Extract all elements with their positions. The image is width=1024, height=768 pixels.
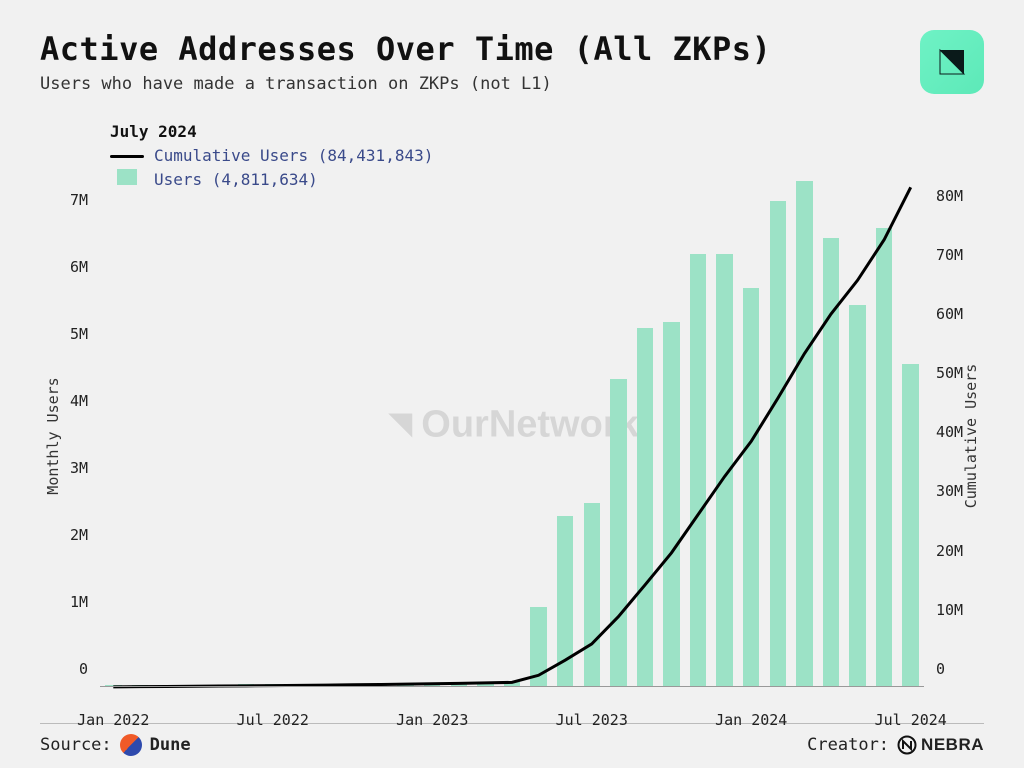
- y-right-tick: 20M: [936, 542, 963, 560]
- x-tick: Jan 2022: [77, 711, 149, 729]
- chart-subtitle: Users who have made a transaction on ZKP…: [40, 74, 771, 94]
- legend-line-label: Cumulative Users (84,431,843): [154, 144, 433, 168]
- x-tick: Jul 2023: [556, 711, 628, 729]
- y-left-tick: 4M: [70, 392, 88, 410]
- nebra-icon: [897, 735, 917, 755]
- brand-logo-badge: [920, 30, 984, 94]
- y-right-tick: 50M: [936, 364, 963, 382]
- y-right-tick: 0: [936, 660, 945, 678]
- y-right-tick: 60M: [936, 305, 963, 323]
- chart-footer: Source: Dune Creator: NEBRA: [40, 723, 984, 756]
- y-left-tick: 1M: [70, 593, 88, 611]
- y-right-tick: 40M: [936, 423, 963, 441]
- creator-brand: NEBRA: [897, 735, 984, 755]
- brand-logo-icon: [935, 45, 969, 79]
- y-left-tick: 3M: [70, 459, 88, 477]
- chart-legend: July 2024 Cumulative Users (84,431,843) …: [110, 120, 433, 192]
- chart-area: July 2024 Cumulative Users (84,431,843) …: [40, 120, 984, 723]
- legend-bar-label: Users (4,811,634): [154, 168, 318, 192]
- y-axis-left-label: Monthly Users: [44, 377, 62, 494]
- y-left-tick: 6M: [70, 258, 88, 276]
- x-tick: Jan 2023: [396, 711, 468, 729]
- legend-line-swatch: [110, 155, 144, 158]
- y-right-tick: 80M: [936, 187, 963, 205]
- y-right-tick: 30M: [936, 482, 963, 500]
- y-right-tick: 10M: [936, 601, 963, 619]
- creator-label: Creator:: [807, 735, 889, 755]
- y-right-tick: 70M: [936, 246, 963, 264]
- chart-baseline: [100, 686, 924, 687]
- source-name: Dune: [150, 735, 191, 755]
- legend-bar-swatch: [117, 169, 137, 185]
- chart-header: Active Addresses Over Time (All ZKPs) Us…: [40, 30, 984, 94]
- y-axis-right-label: Cumulative Users: [962, 363, 980, 508]
- legend-highlight-date: July 2024: [110, 120, 433, 144]
- chart-line: [100, 184, 924, 687]
- x-tick: Jul 2022: [237, 711, 309, 729]
- x-tick: Jul 2024: [875, 711, 947, 729]
- creator-name: NEBRA: [921, 735, 984, 755]
- dune-icon: [120, 734, 142, 756]
- source-label: Source:: [40, 735, 112, 755]
- y-left-tick: 7M: [70, 191, 88, 209]
- x-tick: Jan 2024: [715, 711, 787, 729]
- y-left-tick: 0: [79, 660, 88, 678]
- chart-title: Active Addresses Over Time (All ZKPs): [40, 30, 771, 68]
- y-left-tick: 2M: [70, 526, 88, 544]
- y-left-tick: 5M: [70, 325, 88, 343]
- chart-plot: Monthly Users Cumulative Users 01M2M3M4M…: [100, 184, 924, 687]
